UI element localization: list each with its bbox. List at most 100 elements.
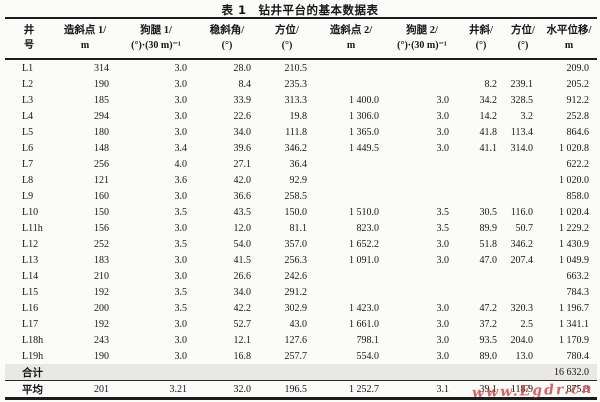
cell-dogleg-1: 3.5	[174, 286, 188, 298]
cell-horizontal-displacement: 780.4	[566, 350, 590, 362]
cell-horizontal-displacement: 1 020.0	[559, 174, 589, 186]
cell-horizontal-displacement: 663.2	[566, 270, 590, 282]
cell-kickoff-point-1: 183	[94, 254, 109, 266]
header-row: 井号造斜点 1/m 狗腿 1/(°)·(30 m)⁻¹ 稳斜角/(°) 方位/(°) 造…	[5, 18, 597, 59]
cell-dogleg-2	[387, 76, 457, 92]
cell-hold-angle: 54.0	[233, 238, 252, 250]
table-row: L8 121 3.6 42.0 92.9 1 020.0	[5, 172, 597, 188]
cell-kickoff-point-1: 180	[94, 126, 109, 138]
cell-hold-angle: 32.0	[195, 380, 259, 399]
column-unit: 号	[24, 39, 34, 51]
cell-hold-angle: 41.5	[233, 254, 252, 266]
cell-horizontal-displacement: 209.0	[566, 62, 590, 74]
cell-kickoff-point-2	[315, 364, 387, 381]
cell-azimuth-2	[505, 284, 541, 300]
table-row: L7 256 4.0 27.1 36.4 622.2	[5, 156, 597, 172]
column-title: 方位/	[275, 25, 299, 37]
table-row: L19h 190 3.0 16.8 257.7 554.0 3.0 89.0 13.0 780.4	[5, 348, 597, 364]
cell-well-no: L16	[22, 302, 39, 314]
cell-well-no: L18h	[22, 334, 44, 346]
column-header-azimuth-2: 方位/ (°)	[505, 18, 541, 59]
cell-horizontal-displacement: 1 049.9	[559, 254, 589, 266]
table-title-number: 表 1	[221, 3, 247, 17]
cell-dogleg-2	[387, 59, 457, 76]
cell-kickoff-point-2: 1 252.7	[315, 380, 387, 399]
cell-hold-angle: 52.7	[233, 318, 252, 330]
cell-horizontal-displacement: 16 632.0	[554, 366, 589, 378]
cell-dogleg-2	[387, 268, 457, 284]
column-title: 井斜/	[469, 25, 493, 37]
table-title-text: 钻井平台的基本数据表	[258, 3, 379, 17]
cell-azimuth-1: 196.5	[259, 380, 315, 399]
column-unit: (°)	[221, 39, 233, 51]
cell-kickoff-point-2	[315, 59, 387, 76]
cell-azimuth-2: 3.2	[520, 110, 534, 122]
cell-azimuth-1: 92.9	[289, 174, 308, 186]
cell-kickoff-point-1: 148	[94, 142, 109, 154]
cell-dogleg-1: 3.0	[174, 222, 188, 234]
cell-well-no: L10	[22, 206, 39, 218]
table-row: L14 210 3.0 26.6 242.6 663.2	[5, 268, 597, 284]
cell-inclination	[457, 59, 505, 76]
column-header-dogleg-1: 狗腿 1/ (°)·(30 m)⁻¹	[117, 18, 195, 59]
cell-kickoff-point-1	[53, 364, 117, 381]
cell-horizontal-displacement: 1 020.8	[559, 142, 589, 154]
column-unit: (°)	[281, 39, 293, 51]
cell-kickoff-point-2: 1 365.0	[349, 126, 379, 138]
cell-inclination: 14.2	[479, 110, 498, 122]
cell-kickoff-point-1: 210	[94, 270, 109, 282]
column-header-dogleg-2: 狗腿 2/ (°)·(30 m)⁻¹	[387, 18, 457, 59]
table-row: L5 180 3.0 34.0 111.8 1 365.0 3.0 41.8 113.4 864.…	[5, 124, 597, 140]
cell-dogleg-1: 3.0	[174, 94, 188, 106]
cell-kickoff-point-2: 1 510.0	[349, 206, 379, 218]
cell-kickoff-point-1: 243	[94, 334, 109, 346]
cell-hold-angle	[195, 364, 259, 381]
cell-kickoff-point-1: 160	[94, 190, 109, 202]
cell-dogleg-1: 3.0	[174, 270, 188, 282]
column-unit: m	[346, 39, 356, 51]
cell-azimuth-2: 50.7	[515, 222, 534, 234]
cell-well-no: L12	[22, 238, 39, 250]
table-row: 合计 16 632.0	[5, 364, 597, 381]
cell-inclination: 8.2	[484, 78, 498, 90]
cell-dogleg-1: 3.0	[174, 254, 188, 266]
cell-hold-angle: 8.4	[238, 78, 252, 90]
cell-inclination	[457, 364, 505, 381]
cell-well-no: L17	[22, 318, 39, 330]
column-header-hold-angle: 稳斜角/ (°)	[195, 18, 259, 59]
cell-dogleg-2	[387, 172, 457, 188]
cell-azimuth-2: 328.5	[510, 94, 534, 106]
column-header-azimuth-1: 方位/ (°)	[259, 18, 315, 59]
column-title: 造斜点 2/	[329, 25, 373, 37]
cell-azimuth-2: 320.3	[510, 302, 534, 314]
cell-azimuth-2	[505, 156, 541, 172]
cell-kickoff-point-2: 1 423.0	[349, 302, 379, 314]
cell-azimuth-1: 235.3	[284, 78, 308, 90]
cell-horizontal-displacement: 784.3	[566, 286, 590, 298]
cell-inclination: 34.2	[479, 94, 498, 106]
column-title: 水平位移/	[546, 25, 592, 37]
drilling-platform-data-table: 井号造斜点 1/m 狗腿 1/(°)·(30 m)⁻¹ 稳斜角/(°) 方位/(°) 造…	[5, 17, 597, 400]
cell-horizontal-displacement: 205.2	[566, 78, 590, 90]
cell-dogleg-1: 3.0	[174, 334, 188, 346]
cell-azimuth-1: 291.2	[284, 286, 308, 298]
cell-kickoff-point-1: 190	[94, 78, 109, 90]
cell-hold-angle: 28.0	[233, 62, 252, 74]
cell-kickoff-point-2	[315, 172, 387, 188]
cell-well-no: 合计	[22, 367, 43, 379]
cell-kickoff-point-2: 554.0	[356, 350, 380, 362]
cell-dogleg-2: 3.0	[436, 126, 450, 138]
cell-azimuth-2	[505, 188, 541, 204]
cell-kickoff-point-1: 185	[94, 94, 109, 106]
cell-kickoff-point-1: 192	[94, 318, 109, 330]
cell-inclination: 89.9	[479, 222, 498, 234]
cell-inclination: 51.8	[479, 238, 498, 250]
column-header-horizontal-displacement: 水平位移/m	[541, 18, 597, 59]
cell-kickoff-point-1: 121	[94, 174, 109, 186]
cell-inclination	[457, 284, 505, 300]
column-unit: (°)·(30 m)⁻¹	[397, 39, 447, 51]
cell-dogleg-2: 3.1	[387, 380, 457, 399]
cell-hold-angle: 42.2	[233, 302, 252, 314]
cell-dogleg-1: 3.0	[174, 78, 188, 90]
cell-kickoff-point-2: 1 306.0	[349, 110, 379, 122]
